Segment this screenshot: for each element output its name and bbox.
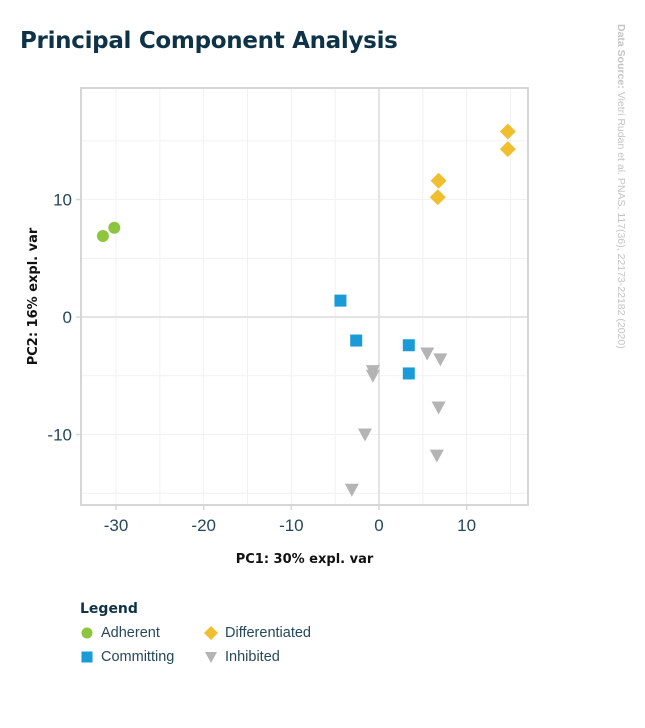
legend-title: Legend (80, 601, 138, 617)
data-point-inhibited (429, 449, 444, 463)
data-point-inhibited (431, 401, 446, 415)
legend-label: Inhibited (225, 649, 280, 665)
x-tick-label: -10 (279, 516, 304, 535)
x-tick-label: -30 (104, 516, 129, 535)
legend-items: Adherent Differentiated Committing Inhibite… (80, 625, 354, 665)
series-inhibited (344, 347, 448, 497)
legend-label: Adherent (101, 625, 160, 641)
legend-item-inhibited: Inhibited (204, 649, 354, 665)
data-point-committing (402, 367, 415, 380)
legend-item-committing: Committing (80, 649, 204, 665)
pca-scatter-chart: -30 -20 -10 0 10 -10 0 10 PC1: 30% expl. var PC2:… (26, 87, 529, 567)
legend-marker (204, 626, 218, 640)
x-tick-label: 0 (374, 516, 383, 535)
data-point-committing (334, 294, 347, 307)
data-point-inhibited (344, 483, 359, 497)
data-point-differentiated (429, 189, 446, 206)
data-point-inhibited (365, 369, 380, 383)
legend-marker (81, 627, 93, 639)
legend-marker (81, 651, 93, 663)
series-differentiated (429, 123, 516, 206)
chart-title: Principal Component Analysis (20, 28, 398, 54)
series-adherent (96, 221, 121, 243)
legend-item-adherent: Adherent (80, 625, 204, 641)
square-icon (81, 651, 93, 663)
data-point-adherent (96, 230, 109, 243)
data-point-inhibited (420, 347, 435, 361)
y-tick-label: -10 (47, 426, 72, 445)
x-axis-label: PC1: 30% expl. var (236, 552, 374, 567)
data-point-inhibited (357, 428, 372, 442)
series-committing (334, 294, 415, 380)
data-point-committing (350, 334, 363, 347)
legend: Legend Adherent Differentiated Committing I… (80, 601, 354, 665)
data-point-committing (402, 339, 415, 352)
legend-label: Differentiated (225, 625, 311, 641)
legend-marker (205, 652, 217, 663)
y-axis-label: PC2: 16% expl. var (26, 227, 41, 365)
data-point-differentiated (499, 123, 516, 140)
data-point-adherent (108, 221, 121, 234)
y-tick-label: 0 (63, 308, 72, 327)
data-point-inhibited (433, 353, 448, 367)
data-point-differentiated (430, 172, 447, 189)
legend-label: Committing (101, 649, 175, 665)
plot-frame (80, 87, 529, 506)
circle-icon (81, 627, 93, 639)
legend-item-differentiated: Differentiated (204, 625, 354, 641)
y-tick-label: 10 (53, 191, 72, 210)
triangle-down-icon (205, 652, 217, 663)
data-point-differentiated (499, 141, 516, 158)
x-tick-label: -20 (191, 516, 216, 535)
x-tick-label: 10 (457, 516, 476, 535)
diamond-icon (204, 626, 218, 640)
